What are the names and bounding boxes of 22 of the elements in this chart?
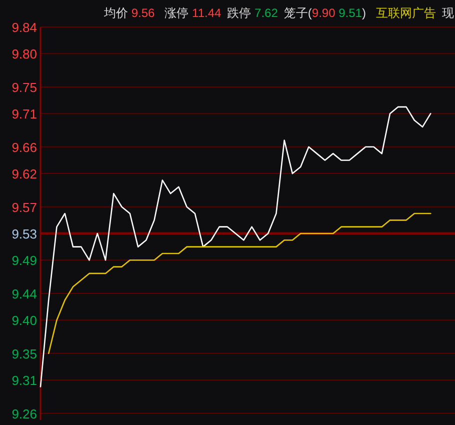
y-tick-label: 9.75 — [12, 80, 37, 95]
text: 涨停 11.44 — [164, 6, 222, 20]
y-tick-label: 9.80 — [12, 46, 37, 62]
text: 互联网广告 — [376, 6, 436, 20]
y-tick-label: 9.49 — [12, 253, 37, 268]
y-tick-label: 9.84 — [12, 20, 37, 35]
text: 现 — [442, 6, 454, 20]
text: 跌停 7.62 — [227, 6, 278, 20]
y-tick-label: 9.44 — [12, 286, 37, 302]
line-series — [48, 212, 432, 354]
y-tick-label: 9.35 — [12, 346, 37, 362]
y-tick-label: 9.71 — [12, 106, 37, 122]
y-tick-label: 9.31 — [12, 373, 37, 388]
line-series — [40, 106, 432, 388]
text: 均价 9.56 — [103, 6, 156, 20]
y-tick-label: 9.57 — [12, 200, 37, 215]
y-tick-label: 9.66 — [12, 140, 37, 155]
y-tick-label: 9.40 — [12, 313, 37, 328]
text: 笼子(9.90 9.51) — [284, 6, 366, 20]
y-tick-label: 9.53 — [12, 226, 37, 242]
y-tick-label: 9.26 — [12, 406, 37, 422]
y-tick-label: 9.62 — [12, 166, 37, 182]
